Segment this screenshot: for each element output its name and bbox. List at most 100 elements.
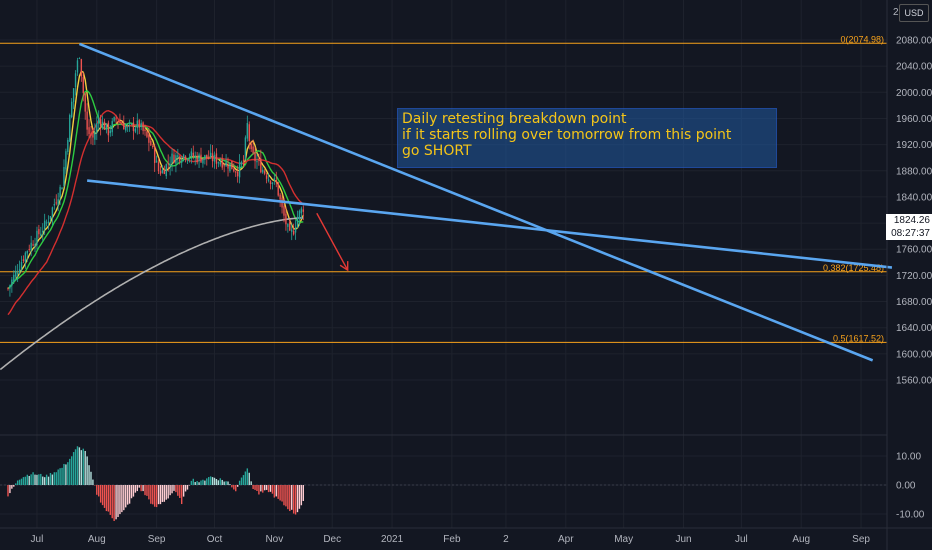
price-tick-label: 1760.00 (896, 245, 932, 256)
candle-body (99, 119, 102, 127)
time-tick-label: Dec (323, 534, 341, 545)
price-axis[interactable]: 1560.00 1600.00 1640.00 1680.00 1720.00 1760.… (893, 7, 932, 387)
arrow-drawing[interactable] (316, 212, 349, 272)
hist-bar (213, 477, 216, 485)
candle-body (300, 208, 303, 214)
candle-body (15, 270, 17, 277)
price-tick-label: 2040.00 (896, 62, 932, 73)
text-annotation[interactable]: Daily retesting breakdown point if it st… (397, 108, 777, 168)
candle-body (101, 121, 104, 129)
hist-bar (209, 476, 212, 485)
hist-bar (252, 485, 254, 490)
hist-bar (171, 485, 173, 494)
currency-label[interactable]: USD (899, 4, 929, 22)
hist-bar (11, 485, 13, 489)
candle-body (144, 129, 146, 131)
ma-long-line (0, 217, 304, 371)
hist-bar (94, 485, 96, 486)
annotation-line-1: Daily retesting breakdown point (402, 111, 627, 127)
candle-body (42, 231, 44, 233)
candle-body (292, 231, 295, 235)
hist-bar (202, 479, 204, 485)
candle-body (223, 165, 225, 167)
candle-body (38, 229, 40, 235)
histogram-pane (0, 446, 887, 521)
arrow-shaft[interactable] (316, 212, 349, 271)
arrow-head[interactable] (339, 261, 349, 272)
hist-bar (240, 477, 243, 485)
candle-body (298, 210, 301, 219)
candle-body (32, 244, 34, 246)
hist-bar (182, 485, 185, 497)
candle-body (113, 117, 115, 121)
candle-body (260, 158, 262, 173)
candle-body (70, 101, 73, 118)
time-tick-label: Feb (443, 534, 461, 545)
candle-body (213, 155, 216, 162)
fib-levels: 0(2074.98) 0.382(1725.48) 0.5(1617.52) (0, 34, 887, 343)
hist-bar (294, 485, 297, 515)
time-axis[interactable]: Jul Aug Sep Oct Nov Dec 2021 Feb 2 Apr May Jun Jul Au… (31, 534, 871, 545)
candle-body (188, 157, 191, 159)
hist-bar (192, 478, 194, 485)
trendlines[interactable] (78, 42, 893, 362)
candle-body (34, 244, 36, 247)
upper-trendline[interactable] (78, 42, 874, 362)
last-price-tag: 1824.26 (886, 214, 932, 227)
hist-bar (47, 476, 50, 485)
hist-bar (134, 485, 137, 493)
candle-body (221, 159, 223, 168)
hist-bar (225, 481, 227, 485)
hist-bar (175, 485, 177, 493)
candle-body (196, 155, 198, 163)
hist-bar (169, 485, 171, 496)
hist-bar (113, 485, 115, 521)
hist-bar (109, 485, 111, 515)
candle-body (173, 154, 175, 163)
candle-body (179, 156, 181, 162)
lower-trendline[interactable] (86, 179, 893, 269)
candle-body (69, 115, 71, 142)
hist-bar (231, 485, 233, 488)
hist-bar (15, 483, 17, 485)
candle-body (84, 93, 86, 112)
candle-body (105, 123, 108, 130)
candle-body (138, 120, 140, 128)
candle-body (109, 130, 111, 134)
candle-body (262, 169, 264, 173)
hist-bar (72, 452, 75, 485)
hist-bar (302, 485, 304, 501)
candle-body (217, 162, 220, 164)
candle-body (194, 155, 196, 158)
hist-bar (38, 474, 40, 485)
hist-bar (22, 477, 25, 485)
candle-body (98, 118, 100, 124)
hist-bar (269, 485, 272, 492)
hist-bar (59, 468, 61, 485)
hist-bar (161, 485, 164, 502)
candle-body (208, 157, 210, 159)
hist-bar (90, 471, 92, 485)
candle-body (161, 169, 164, 173)
candle-body (63, 167, 65, 187)
candle-body (22, 259, 25, 261)
hist-bar (107, 485, 110, 512)
candle-body (82, 77, 84, 94)
time-tick-label: Jul (735, 534, 748, 545)
candle-body (59, 186, 61, 198)
hist-bar (246, 468, 249, 485)
hist-bar (157, 485, 160, 505)
hist-bar (150, 485, 152, 504)
hist-bar (235, 485, 237, 492)
candle-body (74, 73, 77, 87)
candle-body (263, 171, 266, 174)
candle-body (128, 123, 131, 125)
candle-body (152, 146, 154, 148)
hist-bar (289, 485, 291, 512)
candle-body (26, 250, 28, 254)
hist-bar (7, 485, 9, 497)
candle-body (271, 182, 274, 184)
hist-bar (65, 464, 67, 485)
candle-body (165, 164, 167, 177)
